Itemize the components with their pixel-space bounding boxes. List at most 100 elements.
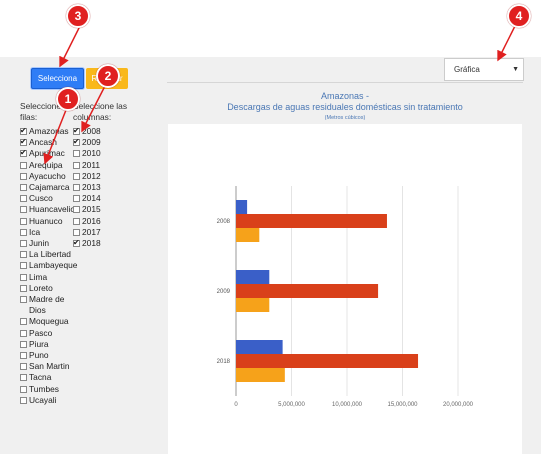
selecciona-button[interactable]: Selecciona: [31, 68, 84, 89]
bar[interactable]: [236, 368, 285, 382]
column-option-label: 2018: [82, 238, 101, 249]
rows-panel-title: Seleccione las filas:: [20, 101, 75, 122]
checkbox[interactable]: [73, 150, 80, 158]
checkbox[interactable]: [20, 352, 27, 360]
column-option-label: 2010: [82, 148, 101, 159]
column-option-item[interactable]: 2017: [73, 227, 123, 238]
checkbox[interactable]: [20, 228, 27, 236]
checkbox[interactable]: [20, 147, 27, 159]
row-option-item[interactable]: Arequipa: [20, 160, 74, 171]
checkbox[interactable]: [73, 228, 80, 236]
column-option-label: 2015: [82, 204, 101, 215]
column-option-item[interactable]: 2010: [73, 148, 123, 159]
column-option-item[interactable]: 2013: [73, 182, 123, 193]
row-option-item[interactable]: Tacna: [20, 372, 74, 383]
bar[interactable]: [236, 298, 270, 312]
row-option-item[interactable]: Junin: [20, 238, 74, 249]
row-option-label: Huancavelica: [29, 204, 80, 215]
column-option-item[interactable]: 2016: [73, 216, 123, 227]
row-option-item[interactable]: Lima: [20, 272, 74, 283]
row-option-item[interactable]: Huanuco: [20, 216, 74, 227]
row-option-item[interactable]: Cusco: [20, 193, 74, 204]
row-option-label: Piura: [29, 338, 49, 349]
cols-panel-title: Seleccione las columnas:: [73, 101, 128, 122]
bar[interactable]: [236, 270, 270, 284]
row-option-item[interactable]: Apurímac: [20, 147, 74, 159]
column-option-item[interactable]: 2018: [73, 237, 123, 249]
row-option-item[interactable]: Cajamarca: [20, 182, 74, 193]
checkbox[interactable]: [20, 217, 27, 225]
checkbox[interactable]: [20, 206, 27, 214]
checkbox[interactable]: [73, 206, 80, 214]
checkbox[interactable]: [20, 273, 27, 281]
bar[interactable]: [236, 340, 283, 354]
checkbox[interactable]: [73, 237, 80, 248]
row-option-item[interactable]: Madre de Dios: [20, 294, 74, 316]
checkbox[interactable]: [20, 363, 27, 371]
checkbox[interactable]: [20, 374, 27, 382]
checkbox[interactable]: [20, 329, 27, 337]
checkbox[interactable]: [20, 262, 27, 270]
checkbox[interactable]: [20, 284, 27, 292]
bar[interactable]: [236, 200, 248, 214]
bar[interactable]: [236, 284, 379, 298]
checkbox[interactable]: [73, 161, 80, 169]
row-option-item[interactable]: Ucayali: [20, 395, 74, 406]
column-option-item[interactable]: 2011: [73, 160, 123, 171]
checkbox[interactable]: [73, 172, 80, 180]
checkbox[interactable]: [73, 125, 80, 136]
divider: [167, 82, 523, 83]
bar[interactable]: [236, 214, 387, 228]
row-option-label: Ica: [29, 226, 41, 237]
checkbox[interactable]: [20, 296, 27, 304]
row-option-item[interactable]: Ayacucho: [20, 171, 74, 182]
checkbox[interactable]: [20, 125, 27, 136]
row-option-item[interactable]: Ica: [20, 227, 74, 238]
rows-checkbox-list: AmazonasAncashApurímacArequipaAyacuchoCa…: [20, 125, 79, 406]
row-option-label: Loreto: [29, 282, 53, 293]
row-option-item[interactable]: San Martin: [20, 361, 74, 372]
checkbox[interactable]: [73, 217, 80, 225]
column-option-item[interactable]: 2012: [73, 171, 123, 182]
checkbox[interactable]: [20, 251, 27, 259]
checkbox[interactable]: [73, 136, 80, 147]
checkbox[interactable]: [20, 195, 27, 203]
row-option-item[interactable]: Amazonas: [20, 125, 74, 137]
checkbox[interactable]: [20, 136, 27, 147]
checkbox[interactable]: [20, 340, 27, 348]
row-option-label: Tacna: [29, 372, 52, 383]
row-option-item[interactable]: Ancash: [20, 136, 74, 148]
checkbox[interactable]: [20, 184, 27, 192]
column-option-label: 2012: [82, 170, 101, 181]
x-tick-label: 15,000,000: [387, 402, 418, 408]
checkbox[interactable]: [20, 172, 27, 180]
column-option-label: 2009: [82, 137, 101, 148]
checkbox[interactable]: [20, 318, 27, 326]
checkbox[interactable]: [73, 184, 80, 192]
row-option-item[interactable]: Loreto: [20, 283, 74, 294]
column-option-item[interactable]: 2008: [73, 125, 123, 137]
y-category-label: 2018: [217, 359, 231, 365]
column-option-item[interactable]: 2015: [73, 204, 123, 215]
column-option-item[interactable]: 2009: [73, 136, 123, 148]
row-option-item[interactable]: Piura: [20, 339, 74, 350]
row-option-item[interactable]: La Libertad: [20, 249, 74, 260]
chart-type-select[interactable]: Gráfica ▼: [444, 58, 524, 81]
bar[interactable]: [236, 354, 419, 368]
checkbox[interactable]: [20, 240, 27, 248]
checkbox[interactable]: [20, 385, 27, 393]
checkbox[interactable]: [73, 195, 80, 203]
row-option-item[interactable]: Tumbes: [20, 384, 74, 395]
row-option-item[interactable]: Moquegua: [20, 316, 74, 327]
bar[interactable]: [236, 228, 260, 242]
bar-chart: 0 5,000,000 10,000,000 15,000,000 20,000,000…: [217, 186, 474, 408]
row-option-item[interactable]: Huancavelica: [20, 204, 79, 215]
chevron-down-icon: ▼: [512, 66, 519, 73]
checkbox[interactable]: [20, 161, 27, 169]
row-option-item[interactable]: Puno: [20, 350, 74, 361]
checkbox[interactable]: [20, 396, 27, 404]
column-option-item[interactable]: 2014: [73, 193, 123, 204]
chart-unit-note: (Metros cúbicos): [324, 115, 366, 121]
row-option-item[interactable]: Lambayeque: [20, 260, 77, 271]
row-option-item[interactable]: Pasco: [20, 328, 74, 339]
